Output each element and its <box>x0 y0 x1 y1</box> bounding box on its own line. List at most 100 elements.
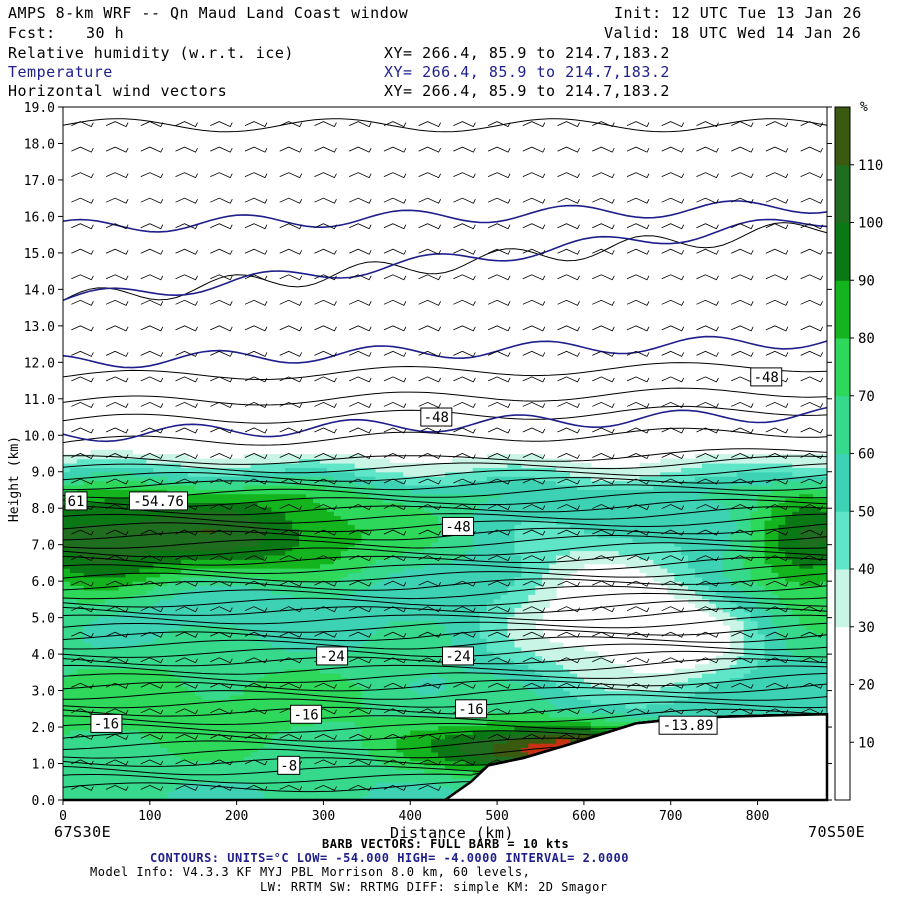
rh-cell <box>125 646 134 652</box>
rh-cell <box>63 585 71 591</box>
rh-cell <box>139 795 147 800</box>
rh-cell <box>458 546 467 552</box>
rh-cell <box>118 795 127 800</box>
rh-cell <box>104 677 113 683</box>
rh-cell <box>333 476 342 482</box>
rh-cell <box>486 497 495 503</box>
rh-cell <box>354 738 363 744</box>
rh-cell <box>465 743 474 749</box>
rh-cell <box>111 690 120 696</box>
rh-cell <box>229 576 238 582</box>
rh-cell <box>222 524 231 530</box>
rh-cell <box>139 699 147 705</box>
rh-cell <box>326 769 335 775</box>
rh-cell <box>167 786 175 792</box>
rh-cell <box>146 471 154 477</box>
rh-cell <box>188 462 196 468</box>
rh-cell <box>222 651 231 657</box>
rh-cell <box>69 594 78 600</box>
rh-cell <box>63 559 71 565</box>
rh-cell <box>479 668 488 674</box>
rh-cell <box>222 708 231 714</box>
rh-cell <box>90 454 99 460</box>
rh-cell <box>97 699 106 705</box>
rh-cell <box>306 681 314 687</box>
rh-cell <box>382 673 391 679</box>
rh-cell <box>486 537 495 543</box>
rh-cell <box>458 537 467 543</box>
rh-cell <box>403 576 411 582</box>
rh-cell <box>375 725 384 731</box>
rh-cell <box>375 778 384 784</box>
rh-cell <box>201 546 210 552</box>
rh-cell <box>97 673 106 679</box>
rh-cell <box>361 489 370 495</box>
rh-cell <box>111 795 120 800</box>
rh-cell <box>278 594 286 600</box>
rh-cell <box>389 462 397 468</box>
rh-cell <box>146 598 154 604</box>
rh-cell <box>354 598 363 604</box>
rh-cell <box>354 716 363 722</box>
rh-cell <box>326 541 335 547</box>
rh-cell <box>319 708 328 714</box>
rh-cell <box>375 642 384 648</box>
rh-cell <box>208 559 217 565</box>
rh-cell <box>118 764 127 770</box>
rh-cell <box>326 484 335 490</box>
rh-cell <box>97 616 106 622</box>
rh-cell <box>375 703 384 709</box>
rh-cell <box>354 524 363 530</box>
rh-cell <box>431 620 439 626</box>
rh-cell <box>451 716 460 722</box>
rh-cell <box>431 751 439 757</box>
rh-cell <box>451 467 460 473</box>
rh-cell <box>90 528 99 534</box>
rh-cell <box>292 484 300 490</box>
rh-cell <box>299 515 307 521</box>
rh-cell <box>486 546 495 552</box>
rh-cell <box>188 677 196 683</box>
rh-cell <box>188 795 196 800</box>
rh-cell <box>111 576 120 582</box>
rh-cell <box>194 708 203 714</box>
rh-cell <box>229 572 238 578</box>
rh-cell <box>201 563 210 569</box>
rh-cell <box>83 642 92 648</box>
rh-cell <box>410 664 418 670</box>
rh-cell <box>181 747 189 753</box>
rh-cell <box>181 712 189 718</box>
rh-cell <box>146 458 154 464</box>
rh-cell <box>451 559 460 565</box>
rh-cell <box>326 603 335 609</box>
rh-cell <box>375 769 384 775</box>
rh-cell <box>97 594 106 600</box>
rh-cell <box>264 528 272 534</box>
rh-cell <box>250 725 259 731</box>
rh-cell <box>313 681 321 687</box>
rh-cell <box>201 638 210 644</box>
rh-cell <box>278 467 286 473</box>
rh-cell <box>111 515 120 521</box>
rh-cell <box>493 546 502 552</box>
rh-cell <box>486 585 495 591</box>
rh-cell <box>368 563 377 569</box>
rh-cell <box>208 506 217 512</box>
rh-cell <box>417 668 425 674</box>
rh-cell <box>215 515 224 521</box>
rh-cell <box>389 638 397 644</box>
rh-cell <box>97 493 106 499</box>
rh-cell <box>271 773 279 779</box>
rh-cell <box>410 686 418 692</box>
rh-cell <box>104 668 113 674</box>
rh-cell <box>493 537 502 543</box>
rh-cell <box>181 598 189 604</box>
rh-cell <box>424 738 432 744</box>
rh-cell <box>264 594 272 600</box>
rh-cell <box>90 756 99 762</box>
rh-cell <box>340 673 349 679</box>
rh-cell <box>278 589 286 595</box>
rh-cell <box>417 773 425 779</box>
rh-cell <box>306 638 314 644</box>
rh-cell <box>257 769 266 775</box>
